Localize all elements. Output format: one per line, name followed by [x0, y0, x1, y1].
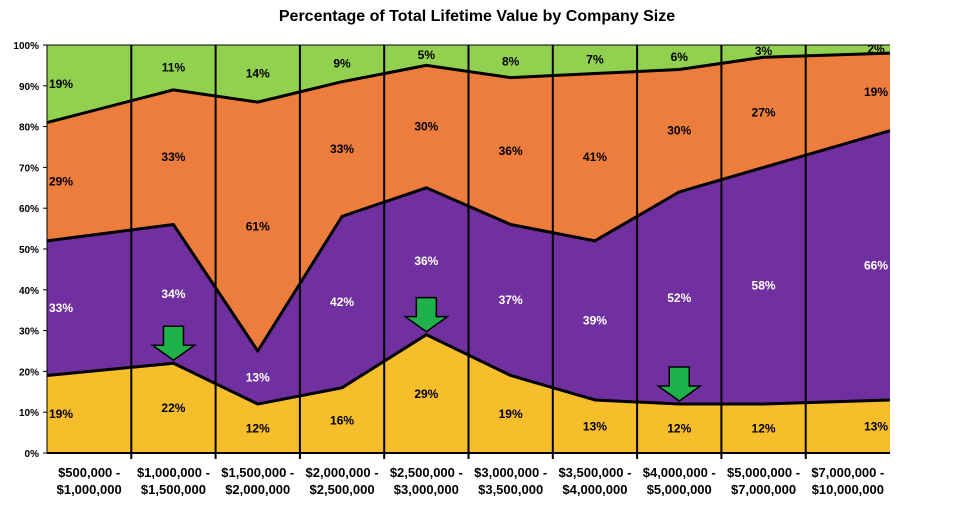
data-label: 19% [499, 407, 523, 421]
data-label: 16% [330, 413, 354, 427]
data-label: 34% [161, 287, 185, 301]
x-tick-label: $1,000,000 -$1,500,000 [137, 465, 210, 497]
x-tick-label: $3,500,000 -$4,000,000 [558, 465, 631, 497]
y-tick-label: 70% [19, 163, 39, 174]
data-label: 29% [414, 387, 438, 401]
data-label: 61% [246, 220, 270, 234]
down-arrow-icon [655, 366, 703, 402]
data-label: 27% [752, 105, 776, 119]
data-label: 11% [162, 60, 186, 74]
data-label: 3% [755, 44, 773, 58]
area-series-4 [47, 45, 890, 123]
y-tick-label: 0% [25, 449, 40, 460]
y-tick-label: 80% [19, 123, 39, 134]
data-label: 19% [49, 407, 73, 421]
data-label: 13% [583, 419, 607, 433]
x-tick-label: $4,000,000 -$5,000,000 [643, 465, 716, 497]
y-tick-label: 60% [19, 204, 39, 215]
down-arrow-icon [150, 325, 197, 362]
data-label: 66% [864, 258, 888, 272]
x-tick-label: $5,000,000 -$7,000,000 [727, 465, 800, 497]
data-label: 39% [583, 313, 607, 327]
x-tick-label: $7,000,000 -$10,000,000 [811, 465, 884, 497]
y-tick-label: 90% [19, 82, 39, 93]
data-label: 6% [671, 50, 689, 64]
data-label: 30% [667, 124, 691, 138]
data-label: 36% [414, 254, 438, 268]
data-label: 22% [161, 401, 185, 415]
data-label: 33% [49, 301, 73, 315]
data-label: 14% [246, 67, 270, 81]
data-label: 8% [502, 54, 520, 68]
data-label: 30% [414, 120, 438, 134]
chart-title: Percentage of Total Lifetime Value by Co… [278, 8, 676, 25]
data-label: 12% [752, 422, 776, 436]
data-label: 19% [49, 77, 73, 91]
y-tick-label: 20% [19, 367, 39, 378]
data-label: 37% [499, 293, 523, 307]
data-label: 41% [583, 150, 607, 164]
data-label: 42% [330, 295, 354, 309]
data-label: 33% [161, 150, 185, 164]
data-label: 7% [586, 52, 604, 66]
x-tick-label: $2,500,000 -$3,000,000 [390, 465, 463, 497]
data-label: 13% [864, 419, 888, 433]
down-arrow-icon [403, 296, 450, 333]
data-label: 2% [867, 42, 885, 56]
data-label: 12% [667, 422, 691, 436]
data-label: 52% [667, 291, 691, 305]
data-label: 9% [333, 56, 351, 70]
data-label: 36% [499, 144, 523, 158]
data-label: 58% [752, 279, 776, 293]
x-tick-label: $1,500,000 -$2,000,000 [221, 465, 294, 497]
y-tick-label: 50% [19, 245, 39, 256]
data-label: 5% [418, 48, 436, 62]
y-tick-label: 40% [19, 286, 39, 297]
data-label: 19% [864, 85, 888, 99]
x-tick-label: $2,000,000 -$2,500,000 [306, 465, 379, 497]
y-tick-label: 30% [19, 327, 39, 338]
data-label: 33% [330, 142, 354, 156]
x-tick-label: $3,000,000 -$3,500,000 [474, 465, 547, 497]
data-label: 13% [246, 371, 270, 385]
data-label: 29% [49, 175, 73, 189]
x-tick-label: $500,000 -$1,000,000 [57, 465, 122, 497]
y-tick-label: 100% [13, 41, 39, 52]
y-tick-label: 10% [19, 408, 39, 419]
data-label: 12% [246, 422, 270, 436]
